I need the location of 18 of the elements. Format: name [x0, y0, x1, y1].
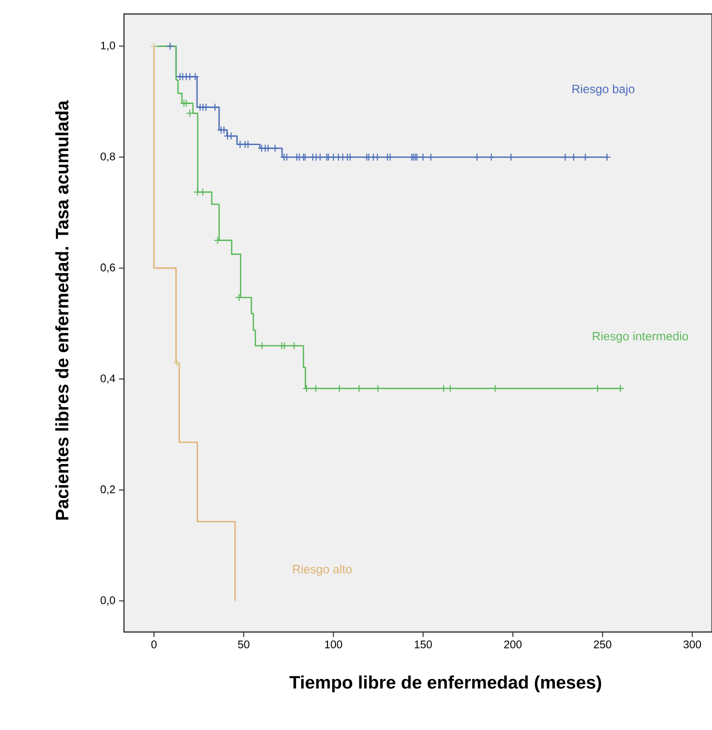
y-tick-label: 0,4: [100, 374, 116, 384]
text: Riesgo alto: [293, 564, 352, 576]
x-axis-title: Tiempo libre de enfermedad (meses): [289, 676, 602, 692]
x-tick-label: 300: [684, 640, 702, 648]
text: Riesgo intermedio: [592, 332, 688, 343]
y-tick-label: 0,8: [100, 152, 116, 162]
x-tick-label: 200: [504, 640, 522, 648]
y-tick-label: 0,6: [100, 264, 116, 273]
x-tick-label: 250: [594, 640, 612, 648]
x-tick-label: 100: [325, 640, 342, 648]
x-tick-label: 50: [238, 640, 250, 648]
text: Riesgo bajo: [572, 84, 634, 96]
y-tick-label: 0,2: [100, 485, 115, 495]
x-tick-label: 0: [151, 640, 157, 648]
x-tick-label: 150: [414, 640, 432, 648]
y-axis-title: Pacientes libres de enfermedad. Tasa acumulada: [55, 100, 68, 520]
y-tick-label: 0,0: [100, 596, 116, 606]
y-tick-label: 1,0: [101, 42, 116, 51]
